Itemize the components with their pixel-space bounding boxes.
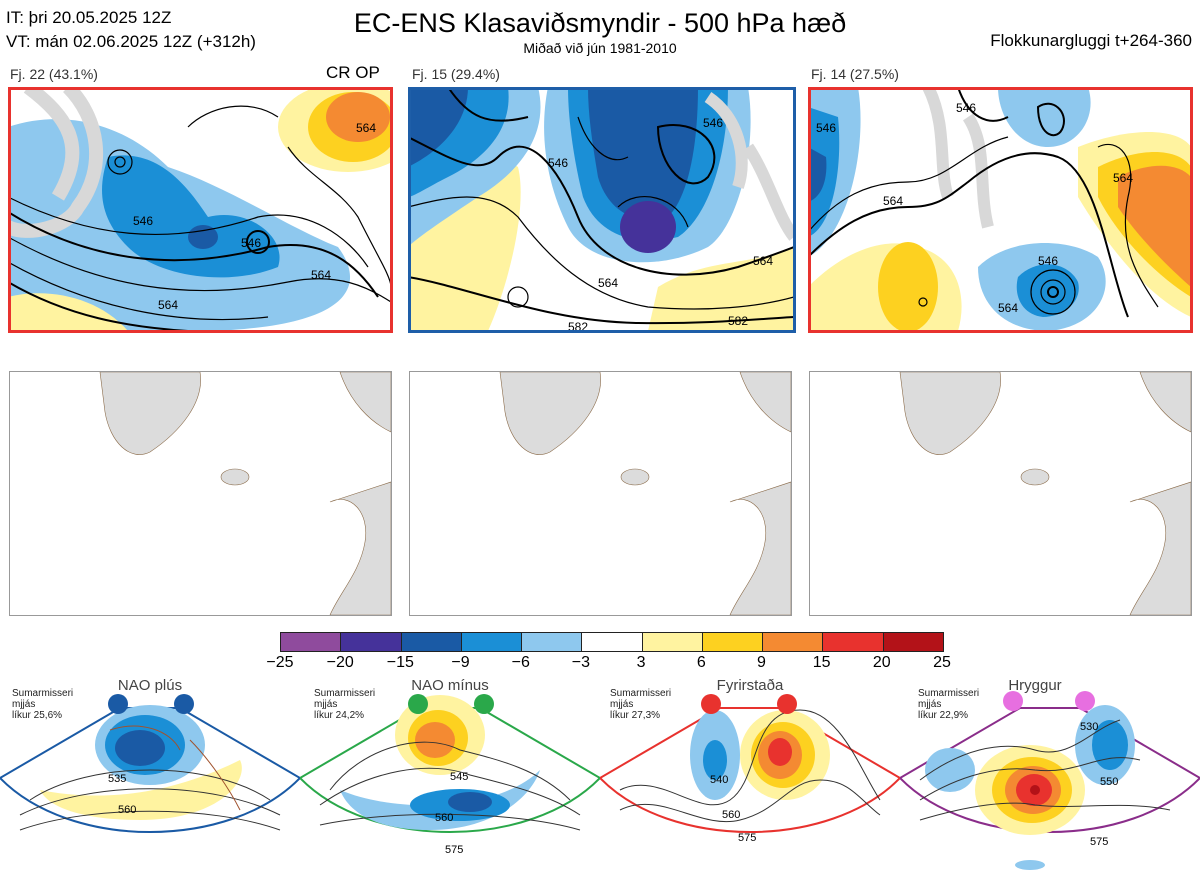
contour-label: 546 <box>1038 254 1058 268</box>
contour-label: 545 <box>450 771 468 783</box>
colorbar-swatch <box>522 633 583 651</box>
contour-label: 530 <box>1080 721 1098 733</box>
colorbar-tick-label: 15 <box>812 654 831 671</box>
colorbar-tick-label: 6 <box>696 654 706 671</box>
contour-label: 564 <box>753 254 773 268</box>
regime-3-dot <box>777 694 797 714</box>
regime-1-dot <box>174 694 194 714</box>
regime-1-note: Sumarmisseri mjjás líkur 25,6% <box>12 688 74 721</box>
regime-3-map: 540 560 575 <box>600 707 900 844</box>
colorbar-tick-label: −15 <box>386 654 414 671</box>
regime-3-note: Sumarmisseri mjjás líkur 27,3% <box>610 688 672 721</box>
contour-label: 550 <box>1100 776 1118 788</box>
regime-2-note: Sumarmisseri mjjás líkur 24,2% <box>314 688 376 721</box>
colorbar <box>280 632 944 652</box>
header-info: IT: þri 20.05.2025 12Z VT: mán 02.06.202… <box>6 6 256 54</box>
contour-label: 546 <box>956 101 976 115</box>
colorbar-swatch <box>702 633 764 651</box>
colorbar-swatch <box>582 633 643 651</box>
colorbar-swatch <box>642 633 703 651</box>
contour-label: 582 <box>568 320 588 331</box>
contour-label: 540 <box>710 774 728 786</box>
contour-label: 546 <box>241 236 261 250</box>
regime-4-title: Hryggur <box>1008 677 1062 694</box>
regime-2-dot <box>408 694 428 714</box>
colorbar-tick-label: −20 <box>326 654 354 671</box>
colorbar-tick-label: 20 <box>872 654 891 671</box>
colorbar-tick-label: 3 <box>636 654 646 671</box>
colorbar-tick-label: 9 <box>757 654 766 671</box>
cluster-2-map: 546 546 564 564 582 582 <box>408 87 794 331</box>
contour-label: 564 <box>1113 171 1133 185</box>
regime-4-note: Sumarmisseri mjjás líkur 22,9% <box>918 688 980 721</box>
cluster-3-map: 546 546 546 564 564 564 <box>808 87 1191 331</box>
regime-1-map: 535 560 <box>0 705 300 833</box>
regime-1-dot <box>108 694 128 714</box>
cluster-1-extra: CR OP <box>326 63 380 82</box>
contour-label: 535 <box>108 773 126 785</box>
regime-2-title: NAO mínus <box>411 677 489 694</box>
contour-label: 564 <box>598 276 618 290</box>
colorbar-swatch <box>763 633 824 651</box>
colorbar-swatch <box>823 633 884 651</box>
regime-2-dot <box>474 694 494 714</box>
regime-1-title: NAO plús <box>117 677 183 694</box>
contour-label: 560 <box>435 812 453 824</box>
colorbar-swatch <box>341 633 402 651</box>
base-map-1 <box>9 371 392 616</box>
colorbar-swatch <box>281 633 342 651</box>
regime-3-dot <box>701 694 721 714</box>
contour-label: 575 <box>445 844 463 856</box>
contour-label: 582 <box>728 314 748 328</box>
contour-label: 564 <box>883 194 903 208</box>
colorbar-swatch <box>883 633 943 651</box>
cluster-3-frame <box>808 87 1193 333</box>
regimes-row: NAO plús Sumarmisseri mjjás líkur 25,6% 53… <box>0 672 1200 871</box>
cluster-1-map: 546 546 564 564 564 <box>8 87 391 331</box>
colorbar-swatch <box>401 633 462 651</box>
base-map-3 <box>809 371 1192 616</box>
contour-label: 575 <box>738 832 756 844</box>
cluster-1-frame <box>8 87 393 333</box>
contour-label: 546 <box>133 214 153 228</box>
page-subtitle: Miðað við jún 1981-2010 <box>523 40 677 56</box>
colorbar-tick-label: −9 <box>451 654 470 671</box>
colorbar-tick-label: −25 <box>266 654 294 671</box>
cluster-1-label: Fj. 22 (43.1%) <box>10 66 98 82</box>
contour-label: 546 <box>816 121 836 135</box>
regime-4-dot <box>1003 691 1023 711</box>
initial-time: IT: þri 20.05.2025 12Z <box>6 8 172 27</box>
cluster-3-label: Fj. 14 (27.5%) <box>811 66 899 82</box>
contour-label: 564 <box>998 301 1018 315</box>
regime-2-map: 545 560 575 <box>300 695 600 856</box>
colorbar-tick-label: −6 <box>511 654 530 671</box>
classification-window: Flokkunargluggi t+264-360 <box>990 31 1192 50</box>
contour-label: 560 <box>722 809 740 821</box>
regime-3-title: Fyrirstaða <box>716 677 784 694</box>
contour-label: 546 <box>548 156 568 170</box>
contour-label: 564 <box>356 121 376 135</box>
regime-4-dot <box>1075 691 1095 711</box>
contour-label: 564 <box>311 268 331 282</box>
cluster-2-label: Fj. 15 (29.4%) <box>412 66 500 82</box>
cluster-2-frame <box>408 87 796 333</box>
colorbar-tick-label: 25 <box>933 654 951 671</box>
colorbar-swatch <box>461 633 523 651</box>
colorbar-tick-label: −3 <box>571 654 591 671</box>
contour-label: 560 <box>118 804 136 816</box>
contour-label: 546 <box>703 116 723 130</box>
regime-4-map: 530 550 575 <box>900 705 1200 870</box>
contour-label: 564 <box>158 298 178 312</box>
base-map-2 <box>409 371 792 616</box>
contour-label: 575 <box>1090 836 1108 848</box>
page-title: EC-ENS Klasaviðsmyndir - 500 hPa hæð <box>353 8 847 38</box>
valid-time: VT: mán 02.06.2025 12Z (+312h) <box>6 32 256 51</box>
